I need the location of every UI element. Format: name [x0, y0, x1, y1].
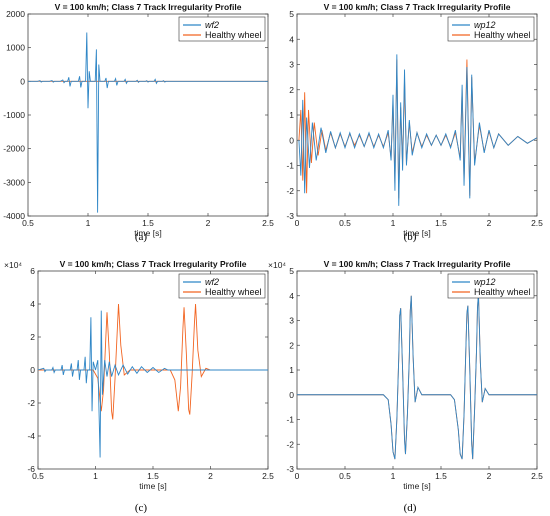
- chart-panel-c: 0.5 1 1.5 2 2.5 -6 -4 -2 0 2 4 6 V = 100 km/h; Class…: [4, 259, 274, 514]
- x-tick-label: 1.5: [142, 218, 154, 228]
- y-tick-label: 2: [289, 340, 294, 350]
- x-axis-label: time [s]: [139, 481, 166, 491]
- x-tick-label: 2: [487, 218, 492, 228]
- plot-area: [296, 13, 538, 217]
- y-tick-label: 5: [289, 9, 294, 19]
- legend-box: [447, 16, 535, 42]
- legend-entry: wp12: [474, 20, 496, 30]
- x-tick-label: 2: [208, 471, 213, 481]
- y-tick-label: 0: [20, 76, 25, 86]
- y-tick-label: -3: [286, 211, 294, 221]
- x-tick-label: 2.5: [531, 218, 543, 228]
- legend-box: [447, 273, 535, 299]
- y-tick-label: -4000: [3, 211, 25, 221]
- x-tick-label: 2.5: [262, 471, 274, 481]
- x-tick-label: 1.5: [147, 471, 159, 481]
- y-tick-label: 2000: [6, 9, 25, 19]
- y-tick-label: -3: [286, 464, 294, 474]
- y-tick-label: -6: [27, 464, 35, 474]
- legend-entry: wf2: [205, 277, 219, 287]
- panel-label: (d): [404, 502, 417, 514]
- legend-box: [178, 273, 266, 299]
- y-tick-label: 6: [30, 266, 35, 276]
- y-tick-label: 1: [289, 110, 294, 120]
- x-tick-label: 0: [295, 218, 300, 228]
- y-tick-label: -2000: [3, 144, 25, 154]
- y-tick-label: -3000: [3, 177, 25, 187]
- y-tick-label: -2: [27, 398, 35, 408]
- series-line-primary: [38, 310, 268, 458]
- x-tick-label: 0.5: [339, 471, 351, 481]
- legend-entry: Healthy wheel: [205, 287, 262, 297]
- legend-entry: Healthy wheel: [205, 30, 262, 40]
- y-tick-label: 0: [30, 365, 35, 375]
- legend-box: [178, 16, 266, 42]
- y-tick-label: 2: [30, 332, 35, 342]
- x-axis-label: time [s]: [403, 481, 430, 491]
- y-multiplier: ×10⁴: [4, 260, 22, 270]
- x-tick-label: 0.5: [339, 218, 351, 228]
- y-tick-label: 0: [289, 135, 294, 145]
- y-tick-label: -1: [286, 415, 294, 425]
- y-tick-label: 2: [289, 85, 294, 95]
- panel-label: (b): [404, 231, 417, 243]
- y-multiplier: ×10⁴: [268, 260, 286, 270]
- x-tick-label: 0: [295, 471, 300, 481]
- chart-panel-a: 0.5 1 1.5 2 2.5 -4000 -3000 -2000 -1000 0 1000 2000…: [3, 2, 274, 243]
- y-tick-label: 4: [30, 299, 35, 309]
- legend-entry: wp12: [474, 277, 496, 287]
- x-axis-label: time [s]: [134, 228, 161, 238]
- y-tick-label: 1: [289, 365, 294, 375]
- x-tick-label: 2.5: [531, 471, 543, 481]
- y-tick-label: 4: [289, 291, 294, 301]
- plot-area: [27, 13, 269, 217]
- plot-area: [296, 270, 538, 470]
- y-tick-label: -4: [27, 431, 35, 441]
- x-tick-label: 2.5: [262, 218, 274, 228]
- y-tick-label: -2: [286, 186, 294, 196]
- chart-panel-b: 0 0.5 1 1.5 2 2.5 -3 -2 -1 0 1 2 3 4 5 V = 100 km/h; Cl…: [286, 2, 543, 243]
- y-tick-label: -1000: [3, 110, 25, 120]
- y-tick-label: -2: [286, 439, 294, 449]
- legend-entry: Healthy wheel: [474, 287, 531, 297]
- x-tick-label: 1: [93, 471, 98, 481]
- panel-label: (a): [135, 231, 148, 243]
- chart-title: V = 100 km/h; Class 7 Track Irregularity…: [324, 259, 511, 269]
- x-tick-label: 2: [206, 218, 211, 228]
- x-tick-label: 0.5: [32, 471, 44, 481]
- y-tick-label: 5: [289, 266, 294, 276]
- series-line-primary: [298, 54, 537, 206]
- y-tick-label: 3: [289, 60, 294, 70]
- y-tick-label: -1: [286, 161, 294, 171]
- x-tick-label: 0.5: [22, 218, 34, 228]
- legend-entry: Healthy wheel: [474, 30, 531, 40]
- x-axis-label: time [s]: [403, 228, 430, 238]
- x-tick-label: 1: [391, 471, 396, 481]
- chart-title: V = 100 km/h; Class 7 Track Irregularity…: [60, 259, 247, 269]
- y-tick-label: 3: [289, 316, 294, 326]
- panel-label: (c): [135, 502, 148, 514]
- x-tick-label: 1: [86, 218, 91, 228]
- series-line-primary: [28, 32, 268, 213]
- y-tick-label: 4: [289, 34, 294, 44]
- y-tick-label: 0: [289, 390, 294, 400]
- legend-entry: wf2: [205, 20, 219, 30]
- y-tick-label: 1000: [6, 43, 25, 53]
- x-tick-label: 1.5: [435, 218, 447, 228]
- chart-panel-d: 0 0.5 1 1.5 2 2.5 -3 -2 -1 0 1 2 3 4 5 V = 100 km/h; Cl…: [268, 259, 543, 514]
- chart-title: V = 100 km/h; Class 7 Track Irregularity…: [55, 2, 242, 12]
- x-tick-label: 1: [391, 218, 396, 228]
- x-tick-label: 2: [487, 471, 492, 481]
- series-line-primary: [297, 293, 537, 460]
- chart-title: V = 100 km/h; Class 7 Track Irregularity…: [324, 2, 511, 12]
- x-tick-label: 1.5: [435, 471, 447, 481]
